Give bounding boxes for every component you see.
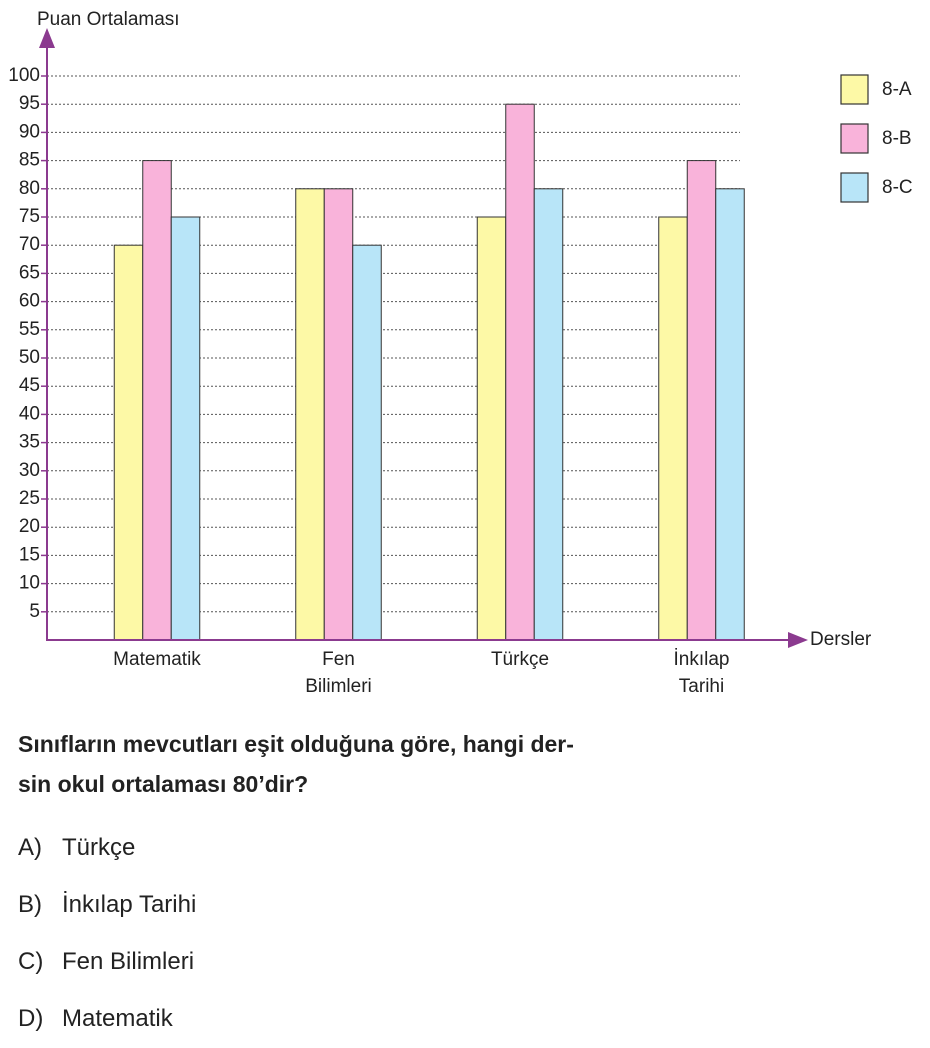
y-tick-label: 35 [19, 432, 40, 453]
y-tick-label: 10 [19, 573, 40, 594]
x-tick-label: Fen Bilimleri [305, 649, 372, 697]
bar [352, 244, 382, 641]
chart: Puan Ortalaması Dersler 5 10 15 20 25 30 35 40 4… [8, 9, 913, 697]
option-text: İnkılap Tarihi [62, 891, 197, 918]
y-tick-label: 75 [19, 206, 40, 227]
y-tick-label: 100 [8, 65, 40, 86]
y-tick-label: 85 [19, 150, 40, 171]
y-tick-label: 80 [19, 178, 40, 199]
y-tick-label: 70 [19, 234, 40, 255]
option-text: Türkçe [62, 834, 136, 861]
y-tick-label: 30 [19, 460, 40, 481]
option-letter: A) [18, 834, 42, 861]
y-tick-label: 45 [19, 375, 40, 396]
y-tick-label: 50 [19, 347, 40, 368]
bar [323, 188, 354, 641]
bar [505, 103, 535, 641]
option-letter: C) [18, 948, 44, 975]
bar [686, 160, 717, 641]
bar [476, 216, 507, 641]
bar [715, 188, 745, 641]
legend-label: 8-A [882, 79, 912, 100]
x-tick-label: Türkçe [491, 649, 549, 670]
option-letter: B) [18, 891, 42, 918]
bar [113, 244, 144, 641]
y-tick-label: 20 [19, 516, 40, 537]
bar [533, 188, 564, 641]
bar [142, 160, 172, 641]
y-tick-label: 25 [19, 488, 40, 509]
bar [658, 216, 688, 641]
option[interactable]: B) İnkılap Tarihi [18, 891, 196, 919]
bar [295, 188, 325, 641]
option[interactable]: A) Türkçe [18, 834, 135, 862]
legend-swatch [840, 172, 869, 203]
legend-label: 8-B [882, 128, 912, 149]
x-tick-label: İnkılap Tarihi [674, 649, 730, 697]
question-line: Sınıfların mevcutları eşit olduğuna göre… [18, 731, 574, 757]
y-tick-label: 65 [19, 262, 40, 283]
y-axis-label: Puan Ortalaması [37, 9, 180, 30]
bar [170, 216, 201, 641]
legend-label: 8-C [882, 177, 913, 198]
option[interactable]: D) Matematik [18, 1005, 173, 1033]
y-tick-label: 90 [19, 121, 40, 142]
option-letter: D) [18, 1005, 44, 1032]
option[interactable]: C) Fen Bilimleri [18, 948, 194, 976]
question-line: sin okul ortalaması 80’dir? [18, 771, 309, 797]
y-tick-label: 55 [19, 319, 40, 340]
x-tick-label: Matematik [113, 649, 201, 670]
option-text: Fen Bilimleri [62, 948, 195, 975]
legend-swatch [840, 74, 869, 105]
y-tick-label: 60 [19, 291, 40, 312]
y-tick-label: 95 [19, 93, 40, 114]
y-tick-label: 40 [19, 403, 40, 424]
x-axis-label: Dersler [810, 629, 872, 650]
y-tick-label: 5 [29, 601, 40, 622]
y-tick-label: 15 [19, 544, 40, 565]
option-text: Matematik [62, 1005, 173, 1032]
legend-swatch [840, 123, 869, 154]
question: Sınıfların mevcutları eşit olduğuna göre… [18, 724, 574, 804]
